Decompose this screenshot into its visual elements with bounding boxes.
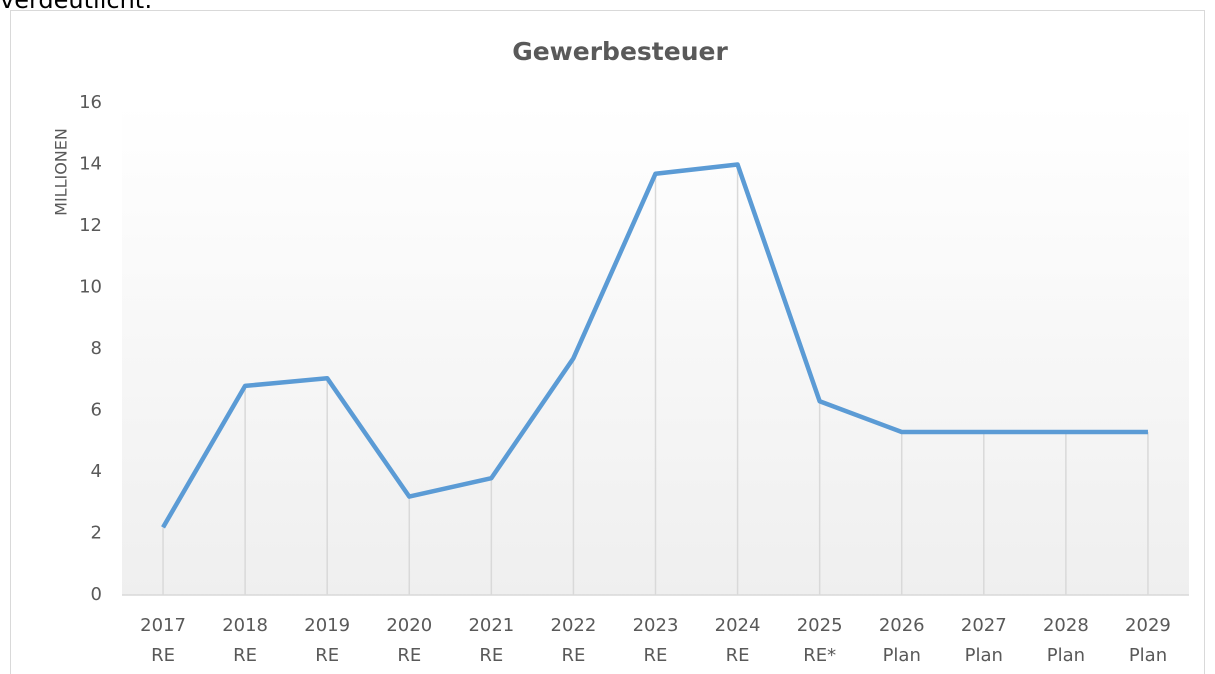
x-tick-label-line: Plan [1129, 645, 1167, 666]
y-tick-label: 4 [91, 461, 102, 482]
x-tick-label-line: Plan [883, 645, 921, 666]
x-tick-label: 2020 RE [386, 615, 432, 666]
x-tick-label-line: RE* [803, 645, 836, 666]
x-tick-label-line: 2022 [551, 615, 597, 636]
x-tick-label-line: 2019 [304, 615, 350, 636]
y-tick-label: 14 [79, 154, 102, 175]
x-tick-label-line: RE [151, 645, 175, 666]
x-tick-label-line: 2018 [222, 615, 268, 636]
x-tick-label: 2025 RE* [797, 615, 843, 666]
x-tick-label-line: 2028 [1043, 615, 1089, 636]
x-tick-label: 2027 Plan [961, 615, 1007, 666]
x-tick-label-line: RE [233, 645, 257, 666]
chart-title: Gewerbesteuer [512, 37, 728, 66]
y-tick-label: 6 [91, 400, 102, 421]
x-tick-label-line: 2024 [715, 615, 761, 636]
x-tick-label-line: 2023 [633, 615, 679, 636]
x-tick-label-line: 2020 [386, 615, 432, 636]
y-tick-label: 2 [91, 523, 102, 544]
x-tick-label: 2017 RE [140, 615, 186, 666]
x-tick-label-line: Plan [1047, 645, 1085, 666]
x-tick-label: 2022 RE [551, 615, 597, 666]
x-tick-label: 2021 RE [468, 615, 514, 666]
x-tick-label: 2023 RE [633, 615, 679, 666]
x-tick-label: 2024 RE [715, 615, 761, 666]
x-tick-label-line: 2026 [879, 615, 925, 636]
y-tick-label: 10 [79, 277, 102, 298]
x-tick-label: 2029 Plan [1125, 615, 1171, 666]
x-tick-label-line: 2029 [1125, 615, 1171, 636]
x-tick-label: 2028 Plan [1043, 615, 1089, 666]
y-tick-label: 16 [79, 92, 102, 113]
x-tick-label-line: RE [397, 645, 421, 666]
x-tick-label-line: RE [644, 645, 668, 666]
x-tick-label-line: RE [561, 645, 585, 666]
y-tick-label: 12 [79, 215, 102, 236]
x-tick-label-line: 2021 [468, 615, 514, 636]
x-tick-label: 2026 Plan [879, 615, 925, 666]
x-tick-label-line: Plan [965, 645, 1003, 666]
y-tick-label: 0 [91, 584, 102, 605]
series-line [161, 162, 1148, 529]
y-axis-label: MILLIONEN [52, 128, 71, 216]
x-tick-label-line: RE [726, 645, 750, 666]
x-tick-label-line: 2027 [961, 615, 1007, 636]
y-tick-label: 8 [91, 338, 102, 359]
x-tick-label: 2019 RE [304, 615, 350, 666]
x-tick-label-line: RE [315, 645, 339, 666]
x-tick-label-line: RE [479, 645, 503, 666]
x-tick-label-line: 2025 [797, 615, 843, 636]
x-tick-label-line: 2017 [140, 615, 186, 636]
x-tick-label: 2018 RE [222, 615, 268, 666]
